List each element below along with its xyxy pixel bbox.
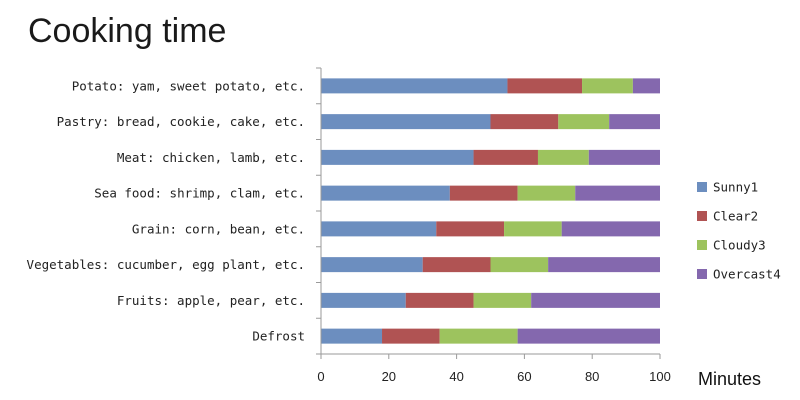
bar-segment-8-3 <box>439 328 518 344</box>
bar-segment-4-3 <box>517 185 576 201</box>
bar-segment-7-1 <box>321 292 406 308</box>
category-label: Fruits: apple, pear, etc. <box>117 293 305 308</box>
bar-segment-8-1 <box>321 328 383 344</box>
bar-segment-1-2 <box>507 78 583 94</box>
category-labels: Potato: yam, sweet potato, etc. Pastry: b… <box>27 78 305 343</box>
bar-segment-2-2 <box>490 114 559 130</box>
bar-segment-6-1 <box>321 257 423 273</box>
x-tick-label: 60 <box>517 369 531 384</box>
x-axis-label: Minutes <box>698 369 761 389</box>
category-label: Defrost <box>252 329 305 344</box>
category-label: Pastry: bread, cookie, cake, etc. <box>57 114 305 129</box>
x-tick-label: 40 <box>449 369 463 384</box>
legend-swatch-1 <box>697 182 707 192</box>
bar-segment-5-4 <box>561 221 660 237</box>
bar-segment-3-1 <box>321 149 474 165</box>
x-tick-label: 80 <box>585 369 599 384</box>
bar-segment-6-4 <box>548 257 660 273</box>
bar-segment-5-2 <box>436 221 505 237</box>
category-label: Vegetables: cucumber, egg plant, etc. <box>27 257 305 272</box>
legend-swatch-2 <box>697 211 707 221</box>
x-tick-label: 100 <box>649 369 671 384</box>
bar-segment-1-1 <box>321 78 508 94</box>
legend-swatch-3 <box>697 240 707 250</box>
bar-segment-5-1 <box>321 221 437 237</box>
bar-segment-6-2 <box>422 257 491 273</box>
bar-segment-5-3 <box>504 221 562 237</box>
category-label: Grain: corn, bean, etc. <box>132 221 305 236</box>
bars-layer <box>321 78 660 344</box>
x-tick-label: 0 <box>317 369 324 384</box>
bar-segment-2-1 <box>321 114 491 130</box>
bar-segment-8-4 <box>517 328 660 344</box>
bar-segment-1-4 <box>632 78 660 94</box>
x-tick-labels: 0 20 40 60 80 100 <box>317 369 670 384</box>
bar-segment-2-4 <box>609 114 660 130</box>
bar-segment-7-4 <box>531 292 660 308</box>
bar-segment-2-3 <box>558 114 610 130</box>
bar-segment-4-4 <box>575 185 660 201</box>
bar-segment-3-4 <box>588 149 660 165</box>
bar-segment-6-3 <box>490 257 549 273</box>
bar-segment-1-3 <box>582 78 633 94</box>
chart-title: Cooking time <box>28 12 226 50</box>
bar-segment-7-2 <box>405 292 474 308</box>
bar-segment-4-1 <box>321 185 450 201</box>
x-tick-label: 20 <box>382 369 396 384</box>
category-label: Meat: chicken, lamb, etc. <box>117 150 305 165</box>
legend-label-2: Clear2 <box>713 209 758 224</box>
legend-label-4: Overcast4 <box>713 267 781 282</box>
category-label: Potato: yam, sweet potato, etc. <box>72 78 305 93</box>
legend-label-1: Sunny1 <box>713 180 758 195</box>
bar-segment-4-2 <box>449 185 518 201</box>
category-label: Sea food: shrimp, clam, etc. <box>94 186 305 201</box>
bar-segment-3-2 <box>473 149 538 165</box>
bar-segment-3-3 <box>537 149 589 165</box>
legend: Sunny1 Clear2 Cloudy3 Overcast4 <box>697 180 781 282</box>
legend-label-3: Cloudy3 <box>713 238 766 253</box>
bar-segment-7-3 <box>473 292 532 308</box>
legend-swatch-4 <box>697 269 707 279</box>
axes-layer <box>316 67 661 359</box>
bar-segment-8-2 <box>382 328 440 344</box>
